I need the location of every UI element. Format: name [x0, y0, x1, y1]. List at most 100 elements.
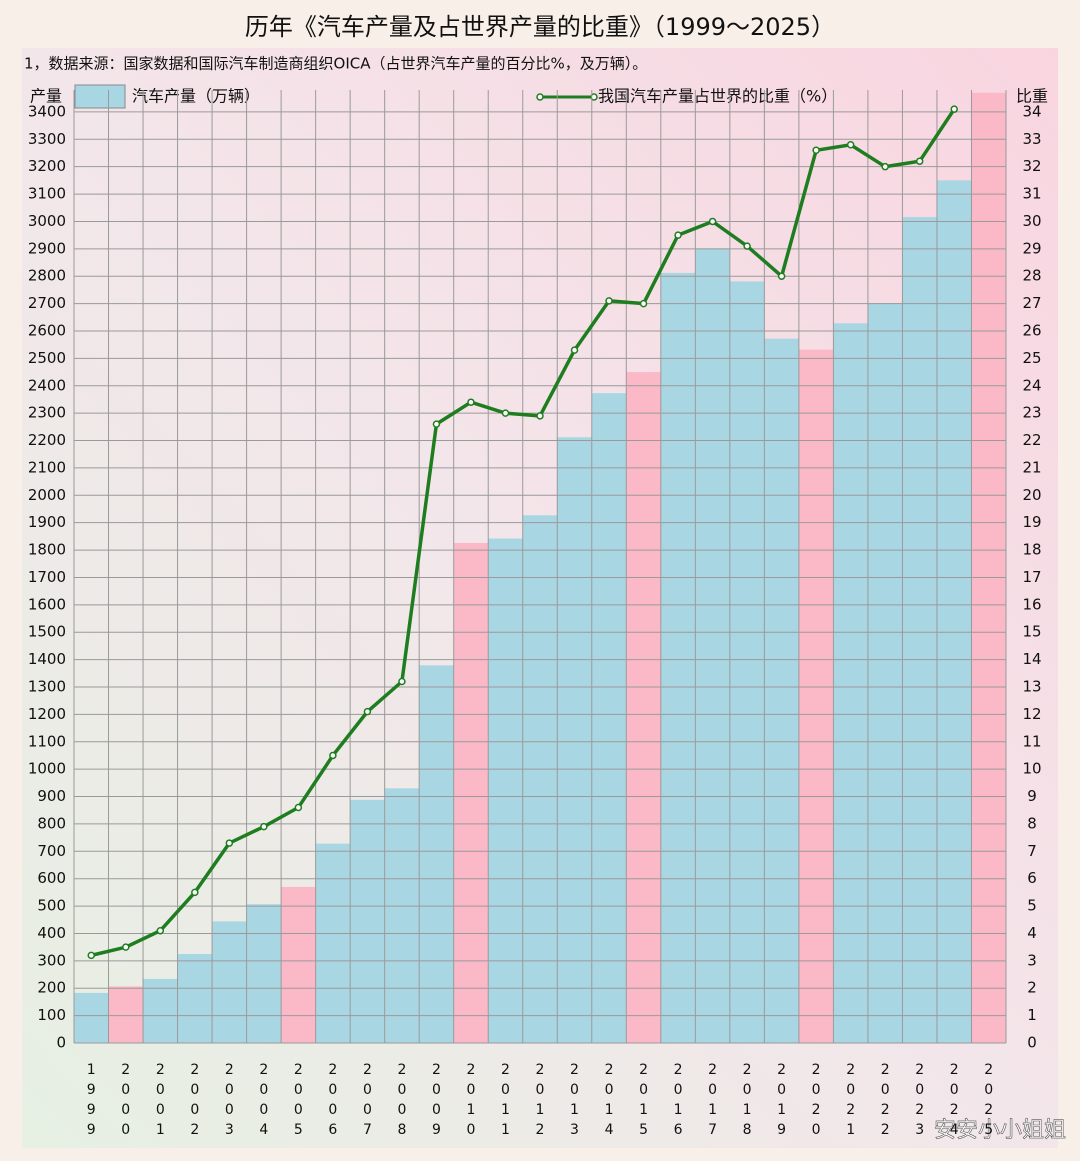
chart-title: 历年《汽车产量及占世界产量的比重》（1999～2025） — [245, 13, 835, 41]
y2-tick-label: 23 — [1022, 404, 1041, 422]
line-marker — [467, 398, 475, 406]
bar — [591, 393, 627, 1043]
y-tick-label: 2300 — [28, 404, 66, 422]
legend-marker — [590, 93, 598, 101]
line-marker — [950, 105, 958, 113]
x-tick-label: 2005 — [290, 1062, 306, 1142]
y-tick-label: 2100 — [28, 458, 66, 476]
line-marker — [536, 412, 544, 420]
y2-tick-label: 8 — [1027, 814, 1037, 832]
bar — [384, 788, 420, 1043]
bar — [557, 437, 592, 1043]
bar — [177, 953, 213, 1043]
y2-tick-label: 4 — [1027, 924, 1037, 942]
bar — [729, 281, 765, 1044]
x-tick-label: 2001 — [152, 1062, 168, 1142]
bar — [350, 799, 385, 1043]
line-marker — [777, 272, 786, 280]
bar — [315, 843, 351, 1043]
bar — [971, 92, 1006, 1043]
x-tick-label: 2006 — [325, 1062, 341, 1142]
line-marker — [122, 943, 130, 951]
bar — [936, 180, 972, 1043]
y2-tick-label: 3 — [1027, 951, 1037, 969]
line-marker — [639, 299, 648, 308]
line-marker — [156, 926, 165, 935]
x-tick-label: 2013 — [567, 1062, 583, 1142]
y-tick-label: 3200 — [28, 157, 66, 175]
bars — [74, 92, 1006, 1044]
y-tick-label: 2600 — [28, 321, 66, 339]
y-tick-label: 0 — [56, 1034, 66, 1052]
y-tick-label: 2200 — [28, 431, 66, 449]
x-tick-label: 2011 — [497, 1062, 513, 1142]
y2-tick-label: 28 — [1022, 267, 1041, 285]
bar — [453, 542, 489, 1043]
y2-tick-label: 29 — [1022, 239, 1041, 257]
bar — [108, 986, 144, 1043]
y2-tick-label: 1 — [1027, 1006, 1037, 1024]
x-tick-label: 2017 — [705, 1062, 721, 1142]
bar — [143, 978, 178, 1043]
y2-tick-label: 25 — [1022, 349, 1041, 367]
bar — [867, 303, 903, 1043]
y-axis-title: 产量 — [30, 87, 62, 106]
y-tick-label: 2900 — [28, 239, 66, 257]
line-marker — [329, 751, 337, 760]
y-tick-label: 600 — [37, 869, 66, 887]
bar — [798, 349, 834, 1043]
x-tick-label: 2025 — [981, 1062, 997, 1142]
legend-label: 汽车产量（万辆） — [132, 87, 260, 106]
y2-tick-label: 22 — [1022, 431, 1041, 449]
line — [90, 108, 956, 958]
x-tick-label: 2008 — [394, 1062, 410, 1142]
y-tick-label: 3400 — [28, 102, 66, 120]
y2-tick-label: 19 — [1022, 513, 1041, 531]
line-marker — [915, 157, 924, 165]
y2-tick-label: 26 — [1022, 321, 1041, 339]
y-tick-label: 2800 — [28, 267, 66, 285]
bar — [902, 217, 937, 1044]
y2-tick-label: 11 — [1022, 732, 1041, 750]
y-tick-label: 200 — [37, 979, 66, 997]
line-marker — [87, 951, 96, 960]
y-tick-label: 2500 — [28, 349, 66, 367]
legend-label: 我国汽车产量占世界的比重（%） — [598, 87, 837, 106]
bar — [488, 538, 523, 1043]
y2-tick-label: 13 — [1022, 677, 1041, 695]
y-tick-label: 700 — [37, 842, 66, 860]
y-tick-label: 2400 — [28, 376, 66, 394]
line-marker — [225, 839, 234, 847]
y2-tick-label: 7 — [1027, 842, 1037, 860]
subtitle: 1，数据来源：国家数据和国际汽车制造商组织OICA（占世界汽车产量的百分比%，及… — [24, 55, 647, 73]
x-tick-label: 2023 — [912, 1062, 928, 1142]
y-tick-label: 1000 — [28, 760, 66, 778]
y2-axis-title: 比重 — [1016, 87, 1048, 106]
x-tick-label: 2024 — [946, 1062, 962, 1142]
line-marker — [570, 346, 579, 354]
x-tick-label: 2002 — [187, 1062, 203, 1142]
watermark: 安安小小姐姐 — [934, 1118, 1066, 1143]
y-tick-label: 3300 — [28, 130, 66, 148]
line-marker — [398, 677, 406, 686]
y2-tick-label: 9 — [1027, 787, 1037, 805]
y2-tick-label: 12 — [1022, 705, 1041, 723]
legend-swatch — [74, 84, 126, 109]
y2-tick-label: 30 — [1022, 212, 1041, 230]
y-tick-label: 1100 — [28, 732, 66, 750]
bar — [281, 886, 316, 1043]
x-tick-label: 2014 — [601, 1062, 617, 1142]
grid-top — [73, 90, 1007, 1044]
x-tick-label: 2022 — [877, 1062, 893, 1142]
y-tick-label: 2000 — [28, 486, 66, 504]
y-tick-label: 800 — [37, 814, 66, 832]
y2-tick-label: 6 — [1027, 869, 1037, 887]
bar — [522, 515, 558, 1043]
y2-tick-label: 18 — [1022, 541, 1041, 559]
y2-tick-label: 17 — [1022, 568, 1041, 586]
y2-tick-label: 2 — [1027, 979, 1037, 997]
y2-tick-label: 21 — [1022, 458, 1041, 476]
x-tick-label: 2000 — [118, 1062, 134, 1142]
x-tick-label: 2018 — [739, 1062, 755, 1142]
y2-tick-label: 32 — [1022, 157, 1041, 175]
